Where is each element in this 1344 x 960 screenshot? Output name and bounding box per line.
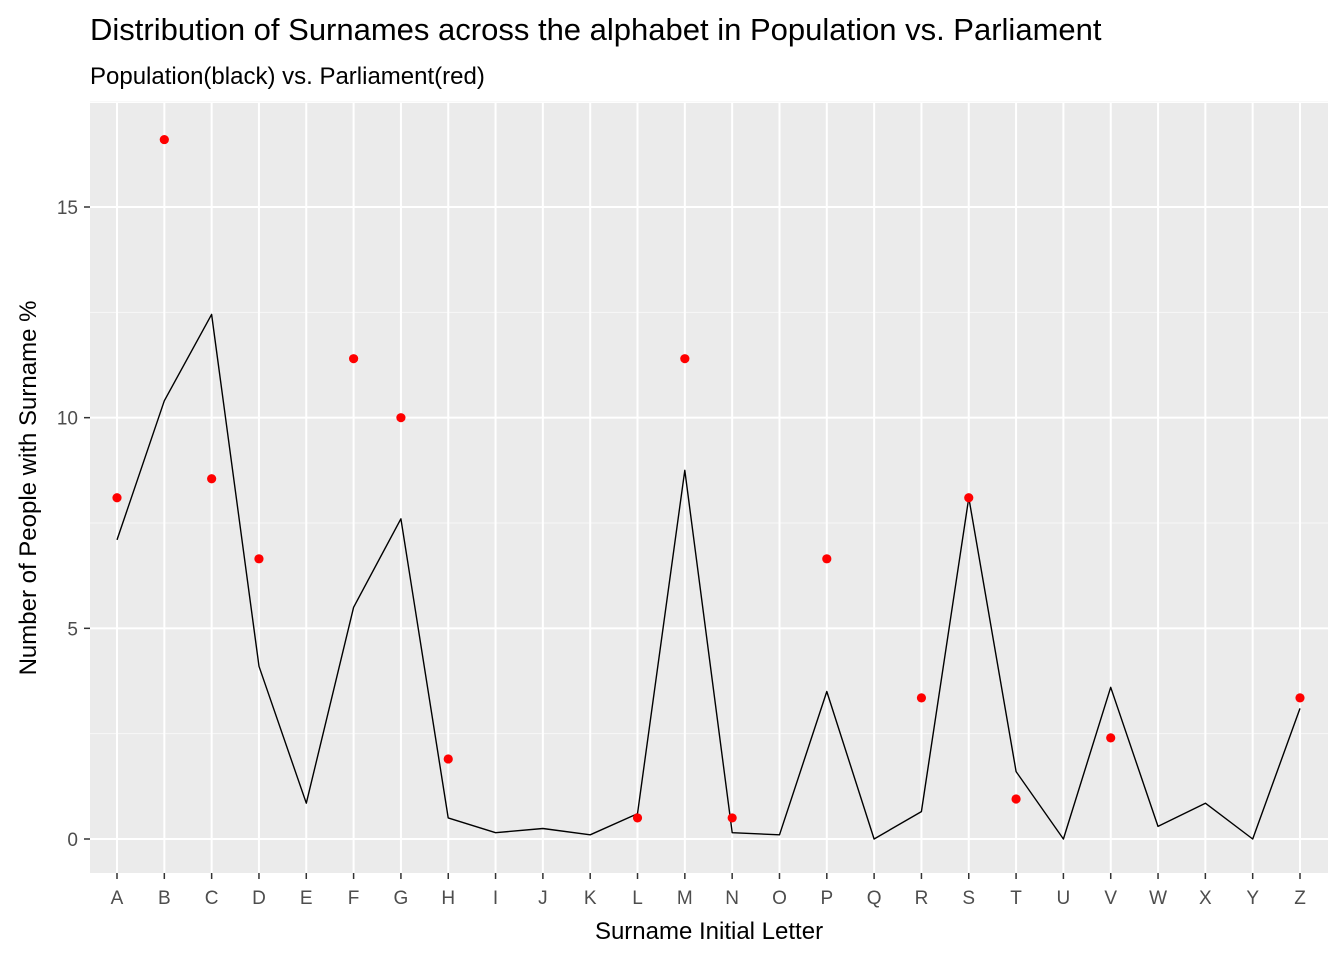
plot-panel <box>90 103 1328 873</box>
parliament-point <box>964 493 974 503</box>
parliament-point <box>632 813 643 823</box>
parliament-point <box>1295 693 1305 703</box>
x-tick-label: H <box>441 888 455 909</box>
parliament-point <box>349 354 359 364</box>
x-tick-label: B <box>158 888 171 909</box>
parliament-point <box>254 554 264 564</box>
parliament-point <box>727 813 737 823</box>
chart-subtitle: Population(black) vs. Parliament(red) <box>90 63 485 90</box>
x-tick-label: W <box>1149 888 1167 909</box>
x-tick-label: F <box>348 888 360 909</box>
x-tick-label: R <box>915 888 929 909</box>
x-tick-label: M <box>677 888 693 909</box>
parliament-point <box>396 413 406 423</box>
y-tick-label: 10 <box>57 409 78 430</box>
axis-ticks <box>84 206 1301 879</box>
x-tick-label: Y <box>1246 888 1259 909</box>
parliament-point <box>680 354 690 364</box>
x-tick-label: C <box>205 888 219 909</box>
x-tick-label: T <box>1010 888 1022 909</box>
axis-labels: 0 5 10 15 A B C D E F G H I J K L M N O P Q R S T U V W X Y Z <box>57 198 1306 909</box>
series-layer <box>112 134 1305 840</box>
y-axis-title: Number of People with Surname % <box>15 301 42 676</box>
y-tick-label: 5 <box>67 619 78 640</box>
parliament-point <box>822 554 832 564</box>
parliament-point <box>916 693 927 703</box>
chart-title: Distribution of Surnames across the alph… <box>90 12 1102 47</box>
x-tick-label: O <box>772 888 787 909</box>
y-tick-label: 15 <box>57 198 78 219</box>
parliament-point <box>207 474 217 484</box>
x-tick-label: K <box>584 888 597 909</box>
parliament-point <box>1011 794 1021 804</box>
x-tick-label: G <box>394 888 409 909</box>
x-tick-label: X <box>1199 888 1212 909</box>
parliament-point <box>159 134 169 145</box>
x-tick-label: S <box>962 888 975 909</box>
x-tick-label: L <box>632 888 643 909</box>
x-tick-label: D <box>252 888 266 909</box>
x-tick-label: A <box>111 888 124 909</box>
grid-minor <box>90 101 1328 735</box>
parliament-point <box>443 754 453 764</box>
population-line <box>116 313 1301 840</box>
x-tick-label: Q <box>867 888 882 909</box>
x-tick-label: Z <box>1294 888 1306 909</box>
x-tick-label: E <box>300 888 313 909</box>
x-tick-label: I <box>493 888 498 909</box>
x-tick-label: N <box>725 888 739 909</box>
x-tick-label: J <box>538 888 548 909</box>
x-tick-label: V <box>1104 888 1117 909</box>
x-tick-label: P <box>820 888 833 909</box>
grid-major <box>90 103 1328 873</box>
y-tick-label: 0 <box>67 830 78 851</box>
x-axis-title: Surname Initial Letter <box>595 918 823 945</box>
parliament-point <box>112 493 122 503</box>
parliament-point <box>1106 733 1116 743</box>
x-tick-label: U <box>1057 888 1071 909</box>
